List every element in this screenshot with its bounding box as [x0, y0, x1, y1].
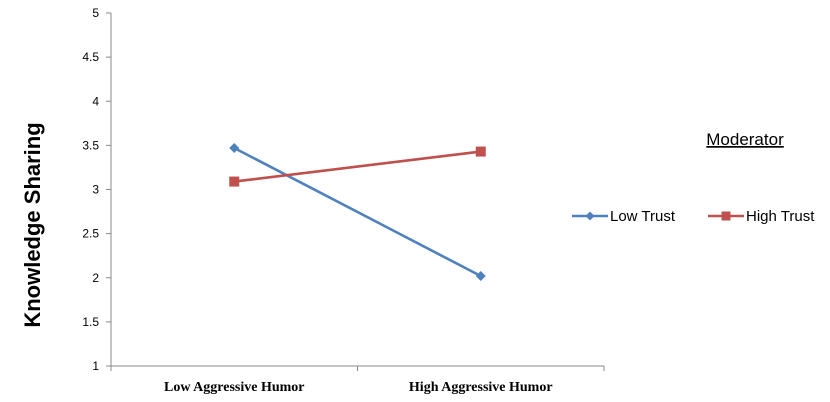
legend-label: Low Trust: [610, 208, 676, 225]
series-low-trust: [229, 143, 486, 281]
y-axis-label: Knowledge Sharing: [20, 122, 45, 327]
x-tick-label: Low Aggressive Humor: [164, 380, 305, 395]
legend-title: Moderator: [706, 130, 784, 149]
y-tick-label: 5: [92, 6, 99, 20]
y-tick-label: 3.5: [82, 138, 99, 152]
y-tick-label: 3: [92, 183, 99, 197]
data-point: [229, 176, 240, 187]
series-high-trust: [229, 146, 486, 187]
legend-item-high-trust: High Trust: [708, 208, 815, 225]
legend-label: High Trust: [746, 208, 815, 225]
data-point: [475, 146, 486, 157]
data-point: [475, 270, 486, 281]
y-tick-label: 4: [92, 94, 99, 108]
y-tick-label: 4.5: [82, 50, 99, 64]
series-line: [234, 150, 481, 183]
y-tick-label: 2: [92, 271, 99, 285]
x-tick-label: High Aggressive Humor: [409, 380, 553, 395]
y-tick-label: 1: [92, 359, 99, 373]
data-point: [229, 143, 240, 154]
legend-item-low-trust: Low Trust: [572, 208, 676, 225]
data-point: [721, 211, 731, 221]
y-tick-label: 1.5: [82, 315, 99, 329]
y-tick-label: 2.5: [82, 227, 99, 241]
series-line: [233, 146, 482, 278]
data-point: [585, 211, 595, 221]
